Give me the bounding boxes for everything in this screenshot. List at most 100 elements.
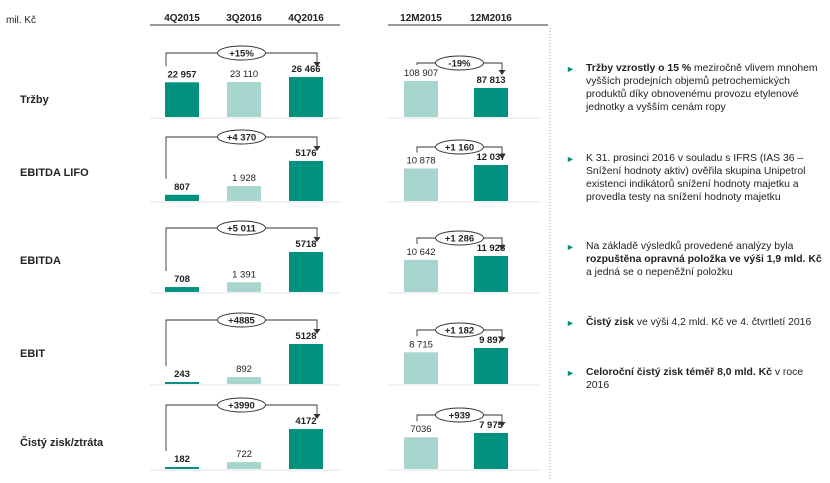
bullet-text-part: v roce 2016 <box>586 367 804 391</box>
bullet-text-part: ve výši 4,2 mld. Kč ve 4. čtvrtletí 2016 <box>633 317 812 328</box>
column-header: 12M2015 <box>400 13 442 24</box>
bullet-point: ► Tržby vzrostly o 15 % meziročně vlivem … <box>566 62 824 114</box>
change-badge <box>217 45 266 61</box>
data-label: 243 <box>174 369 190 380</box>
bullet-text-bold: Tržby vzrostly o 15 % <box>586 63 692 74</box>
bar <box>289 77 323 117</box>
bullet-point: ► Na základě výsledků provedené analýzy b… <box>566 240 824 279</box>
row-label: EBITDA <box>20 255 61 267</box>
bar <box>227 282 261 292</box>
change-value: +1 286 <box>445 234 474 245</box>
change-badge <box>217 129 266 145</box>
arrow-head <box>498 337 506 342</box>
arrow-head <box>313 329 321 334</box>
change-badge <box>435 139 484 155</box>
bar <box>474 87 508 117</box>
bar <box>227 377 261 384</box>
change-badge <box>435 407 484 423</box>
row-label: EBITDA LIFO <box>20 167 89 179</box>
data-label: 7 975 <box>479 420 503 431</box>
arrow-head <box>498 70 506 75</box>
data-label: 5718 <box>295 239 316 250</box>
data-label: 1 391 <box>232 269 256 280</box>
data-label: 7036 <box>410 424 431 435</box>
bullet-text-part: Na základě výsledků provedené analýzy by… <box>586 241 794 252</box>
data-label: 87 813 <box>476 75 505 86</box>
bar <box>404 437 438 469</box>
data-label: 5128 <box>295 331 316 342</box>
bullet-text: Na základě výsledků provedené analýzy by… <box>566 240 824 279</box>
arrow-head <box>313 62 321 67</box>
bullet-text-bold: Celoroční čistý zisk téměř 8,0 mld. Kč <box>586 367 772 378</box>
bar <box>227 82 261 117</box>
bullet-marker-icon: ► <box>566 154 575 164</box>
change-badge <box>217 312 266 328</box>
data-label: 108 907 <box>404 68 438 79</box>
data-label: 12 037 <box>476 152 505 163</box>
unit-label: mil. Kč <box>6 15 36 26</box>
data-label: 892 <box>236 364 252 375</box>
change-value: +1 182 <box>445 326 474 337</box>
data-label: 10 642 <box>406 247 435 258</box>
bullet-text: Tržby vzrostly o 15 % meziročně vlivem m… <box>566 62 824 114</box>
change-badge <box>435 230 484 246</box>
change-value: +939 <box>449 411 470 422</box>
data-label: 807 <box>174 182 190 193</box>
row-label: Čistý zisk/ztráta <box>20 436 104 449</box>
bar <box>289 161 323 201</box>
row-label: EBIT <box>20 348 45 360</box>
arrow-head <box>313 237 321 242</box>
bar <box>474 348 508 384</box>
change-value: +15% <box>229 49 254 60</box>
data-label: 708 <box>174 274 190 285</box>
bar <box>474 256 508 292</box>
bar <box>165 287 199 292</box>
bar <box>404 259 438 292</box>
arrow-head <box>498 422 506 427</box>
data-label: 23 110 <box>230 69 258 80</box>
data-label: 5176 <box>295 148 316 159</box>
bullet-text-bold: rozpuštěna opravná položka ve výši 1,9 m… <box>586 254 822 265</box>
bullet-text: K 31. prosinci 2016 v souladu s IFRS (IA… <box>566 152 824 204</box>
bullet-text-part: K 31. prosinci 2016 v souladu s IFRS (IA… <box>586 153 806 203</box>
bar <box>227 186 261 201</box>
bar <box>289 429 323 469</box>
change-value: +4 370 <box>227 133 256 144</box>
change-badge <box>435 55 484 71</box>
bar <box>165 82 199 117</box>
data-label: 26 466 <box>291 64 320 75</box>
data-label: 4172 <box>295 416 316 427</box>
bar <box>289 252 323 292</box>
bar <box>165 194 199 201</box>
bar <box>289 344 323 384</box>
bar <box>404 352 438 384</box>
data-label: 722 <box>236 449 252 460</box>
change-value: +5 011 <box>227 224 257 235</box>
bar <box>165 382 199 384</box>
data-label: 1 928 <box>232 173 256 184</box>
bullet-point: ► Celoroční čistý zisk téměř 8,0 mld. Kč … <box>566 366 824 392</box>
data-label: 9 897 <box>479 335 503 346</box>
change-badge <box>217 397 266 413</box>
bar <box>404 81 438 117</box>
row-label: Tržby <box>20 94 50 106</box>
arrow-head <box>313 146 321 151</box>
bar <box>474 165 508 201</box>
bullet-marker-icon: ► <box>566 318 575 328</box>
column-header: 12M2016 <box>470 13 512 24</box>
bar <box>404 168 438 201</box>
bar <box>165 467 199 469</box>
arrow-head <box>313 414 321 419</box>
bullet-point: ► Čistý zisk ve výši 4,2 mld. Kč ve 4. čt… <box>566 316 824 329</box>
data-label: 11 928 <box>477 243 506 254</box>
column-header: 3Q2016 <box>226 13 262 24</box>
data-label: 182 <box>174 454 190 465</box>
change-value: +1 160 <box>445 143 474 154</box>
data-label: 10 878 <box>406 155 435 166</box>
bullet-text: Čistý zisk ve výši 4,2 mld. Kč ve 4. čtv… <box>566 316 824 329</box>
bullet-marker-icon: ► <box>566 368 575 378</box>
bullet-text-bold: Čistý zisk <box>586 317 634 328</box>
change-badge <box>217 220 266 236</box>
bullet-marker-icon: ► <box>566 64 575 74</box>
